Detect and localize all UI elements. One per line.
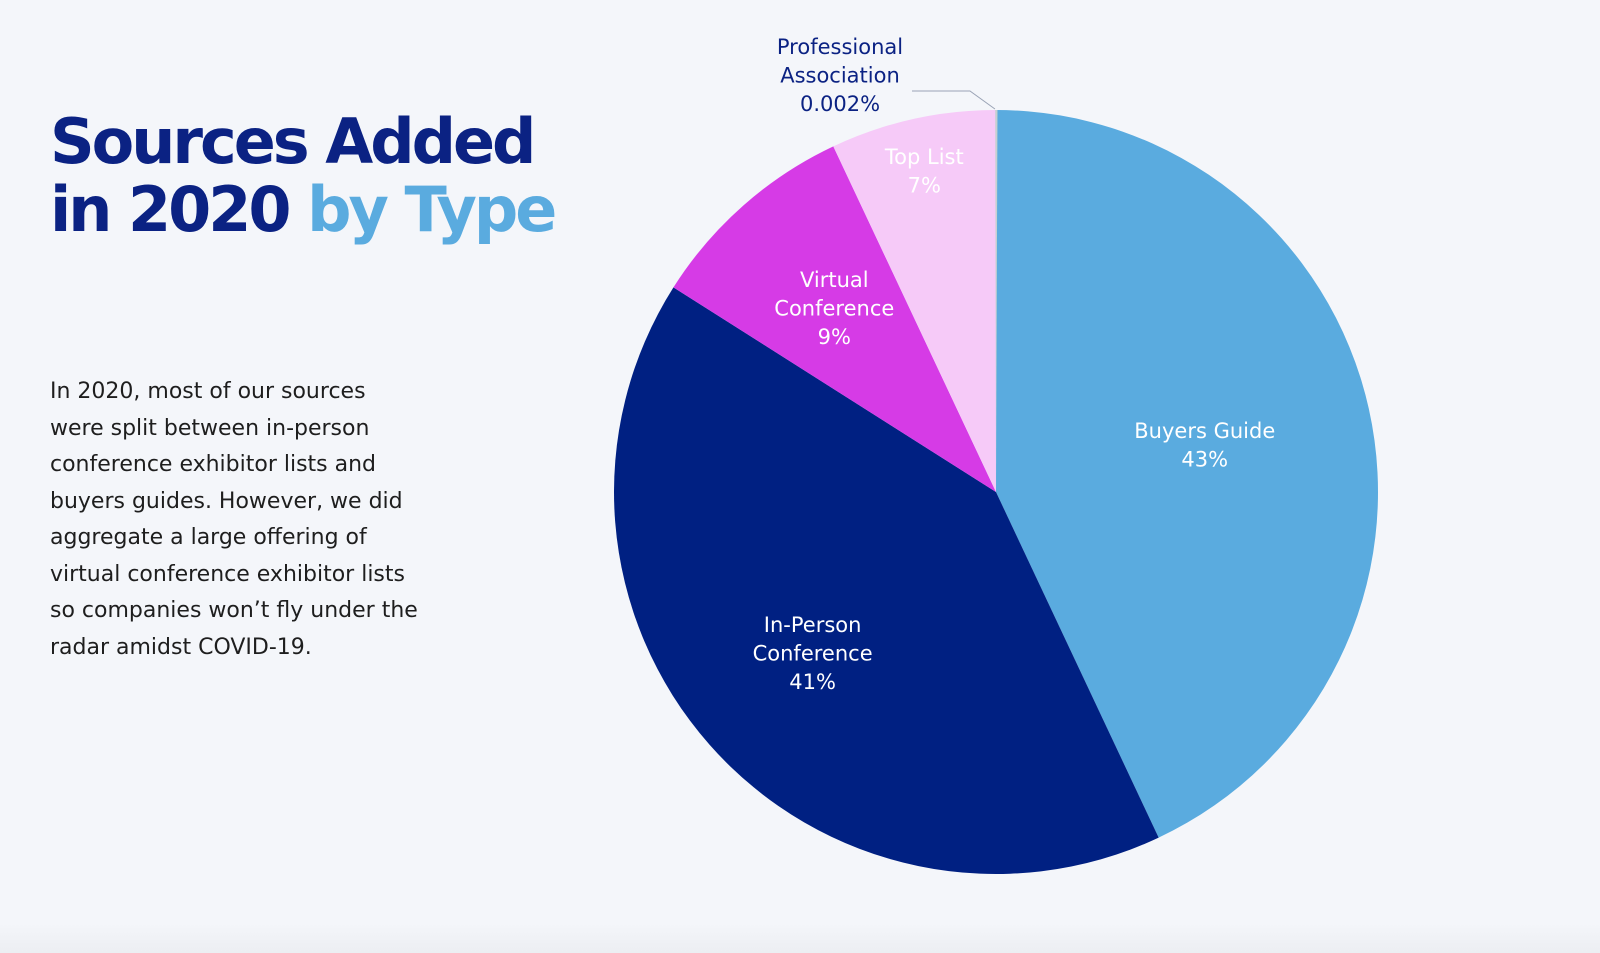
category-label-professional-association: Professional xyxy=(777,35,903,59)
slice-in-person-conference xyxy=(614,287,1159,874)
slice-professional-association xyxy=(995,110,998,493)
value-label-in-person-conference: 41% xyxy=(789,670,836,694)
category-label-top-list: Top List xyxy=(884,145,964,169)
value-label-virtual-conference: 9% xyxy=(818,325,851,349)
label-top-list: Top List 7% xyxy=(884,145,964,198)
slice-top-list xyxy=(833,110,996,492)
category-label-professional-association: Association xyxy=(780,64,900,88)
slice-virtual-conference xyxy=(673,146,996,493)
page-title: Sources Added in 2020 by Type xyxy=(50,105,557,246)
category-label-virtual-conference: Virtual xyxy=(800,268,869,292)
pie-slices xyxy=(614,110,1378,874)
category-label-buyers-guide: Buyers Guide xyxy=(1134,419,1275,443)
title-part-2: in 2020 xyxy=(50,173,292,246)
category-label-virtual-conference: Conference xyxy=(774,297,894,321)
label-buyers-guide: Buyers Guide 43% xyxy=(1134,419,1275,472)
label-virtual-conference: Virtual Conference 9% xyxy=(774,268,894,349)
category-label-in-person-conference: Conference xyxy=(753,642,873,666)
label-in-person-conference: In-Person Conference 41% xyxy=(753,613,873,694)
leader-lines xyxy=(912,90,996,110)
title-part-3-accent: by Type xyxy=(307,173,557,246)
value-label-buyers-guide: 43% xyxy=(1181,448,1228,472)
slice-labels: Buyers Guide 43% In-Person Conference 41% Vir… xyxy=(753,35,1276,694)
slice-buyers-guide xyxy=(996,110,1378,838)
value-label-professional-association: 0.002% xyxy=(800,92,880,116)
title-part-1: Sources Added xyxy=(50,105,536,178)
label-professional-association: Professional Association 0.002% xyxy=(777,35,903,116)
category-label-in-person-conference: In-Person xyxy=(764,613,862,637)
description-text: In 2020, most of our sources were split … xyxy=(50,379,418,660)
value-label-top-list: 7% xyxy=(908,174,941,198)
bottom-band xyxy=(0,923,1600,953)
leader-line-professional-association xyxy=(912,90,996,110)
